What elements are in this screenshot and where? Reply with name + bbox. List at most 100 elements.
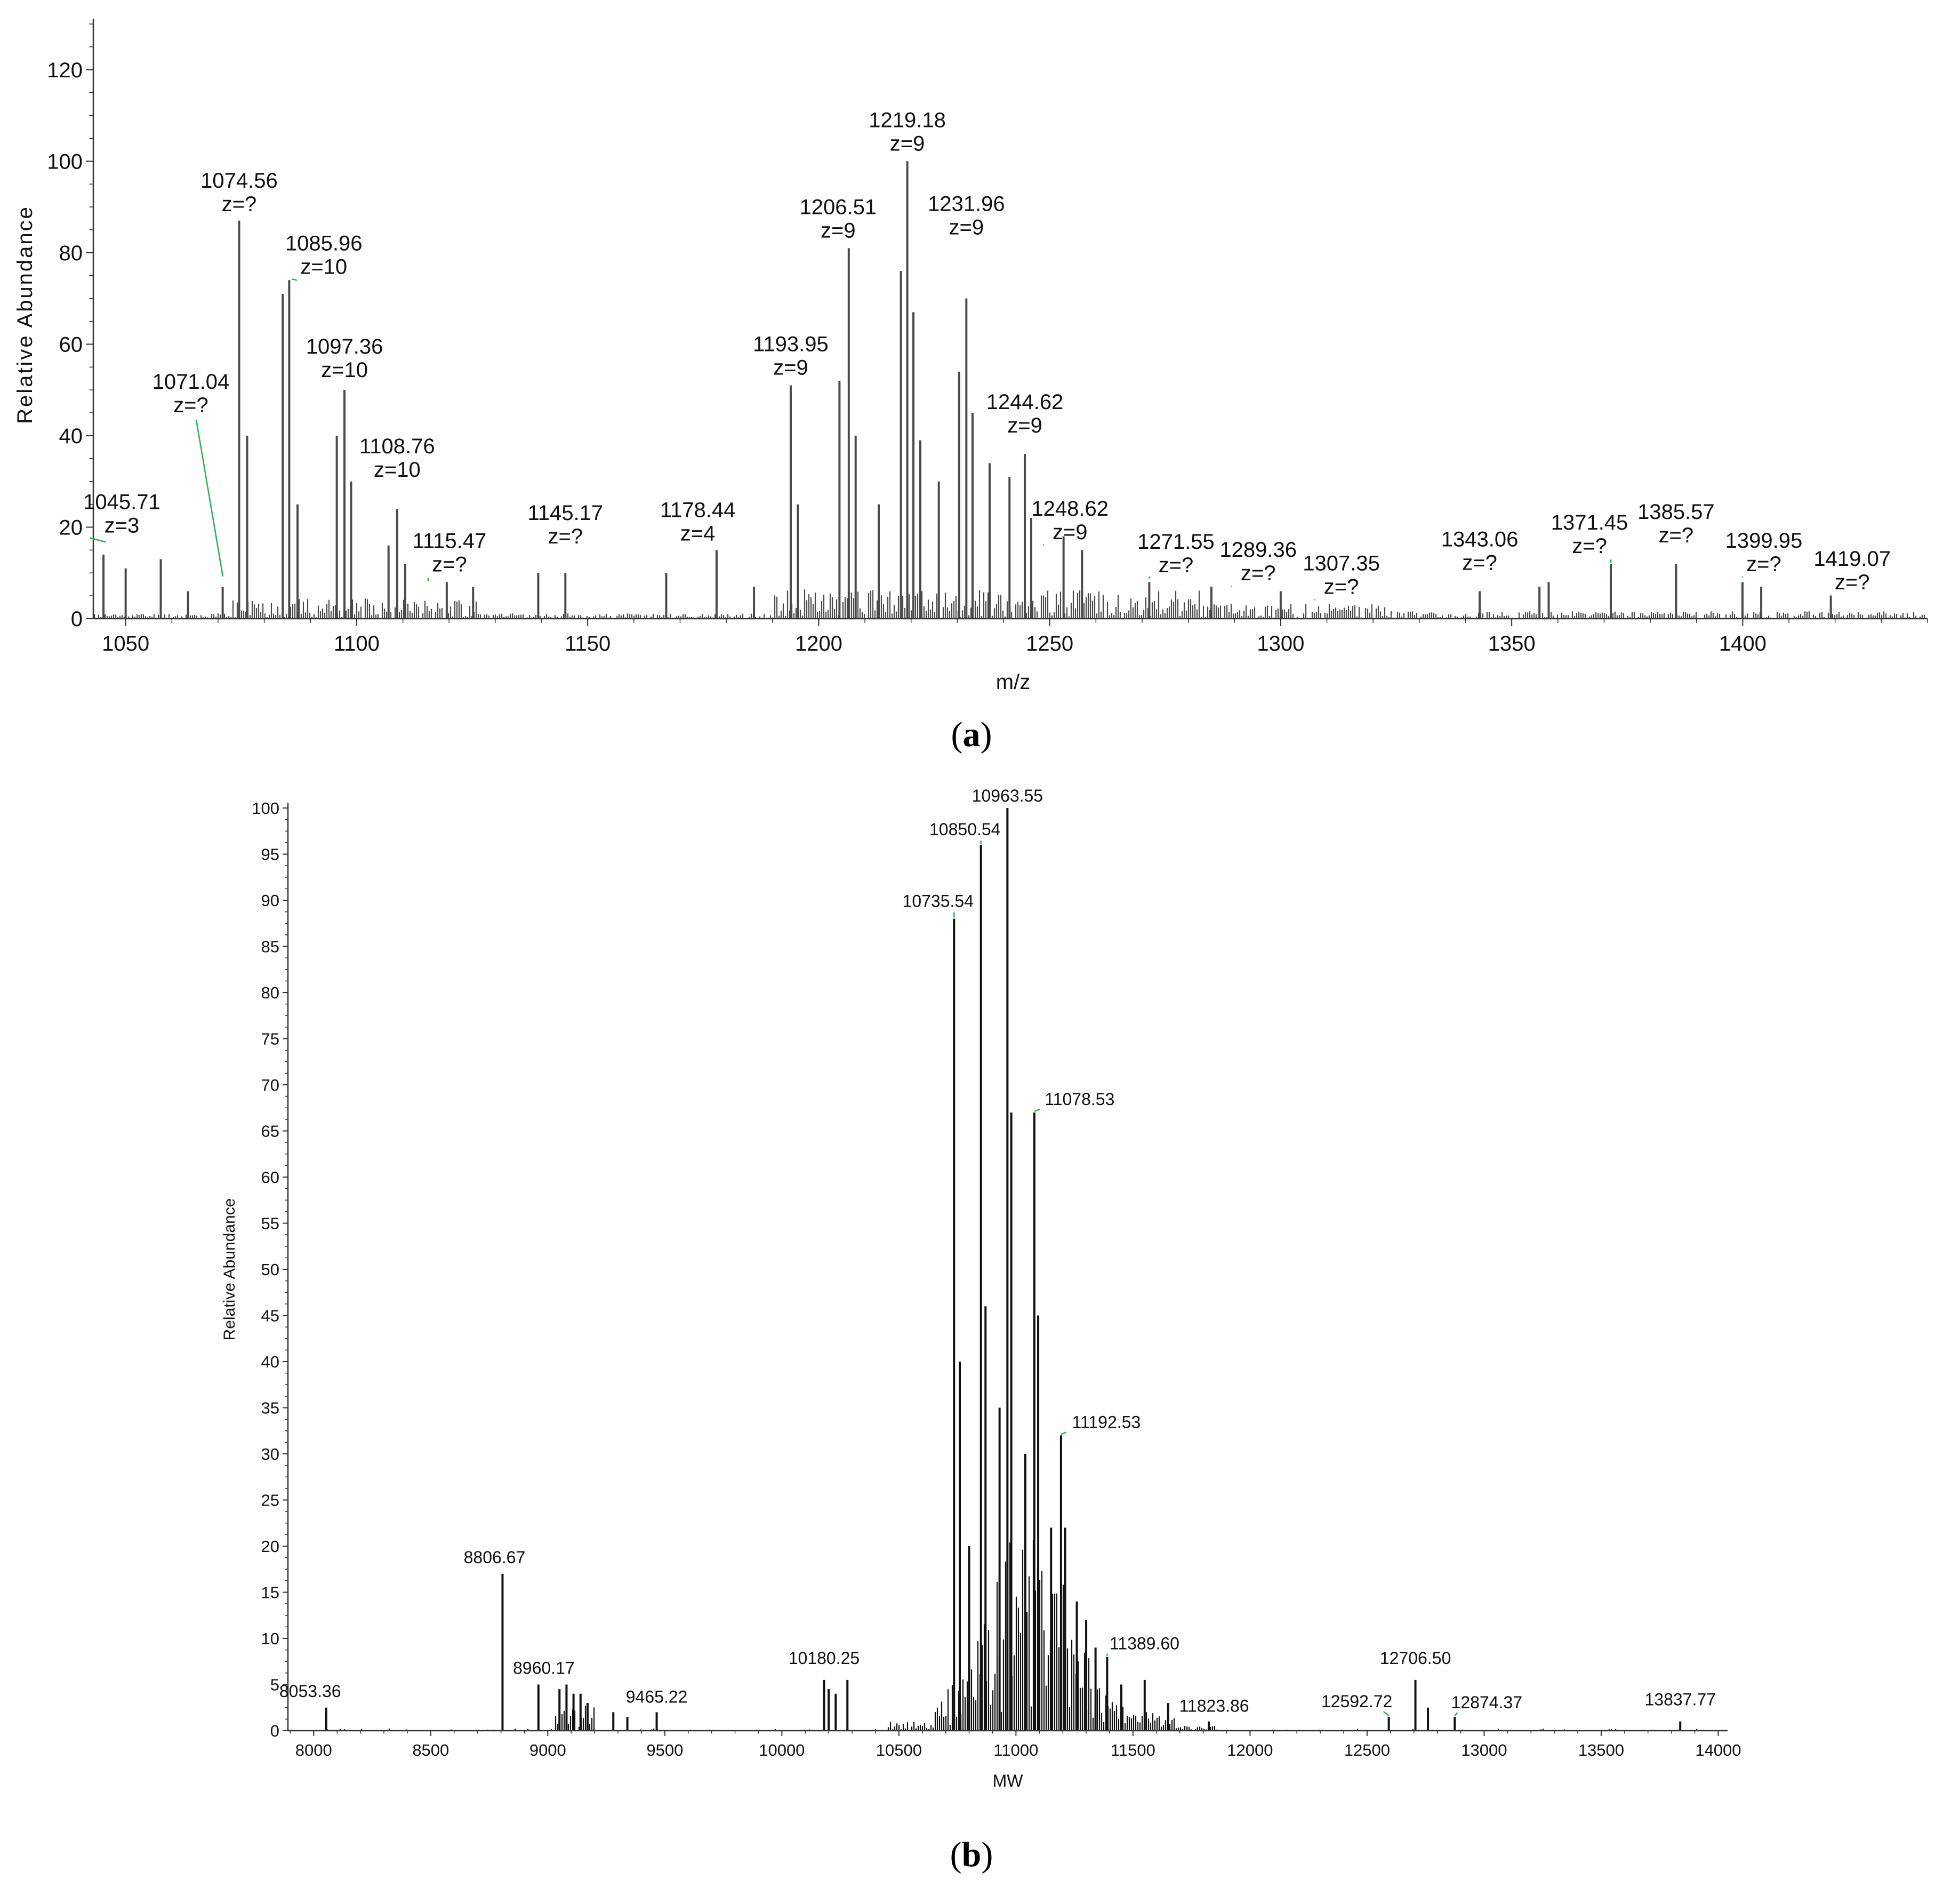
label-leader bbox=[1383, 1711, 1390, 1717]
peak-label-1071.04: 1071.04 bbox=[152, 370, 230, 394]
label-leader bbox=[1034, 1108, 1040, 1113]
peak-label-1206.51-charge: z=9 bbox=[821, 219, 856, 242]
peak-label-1385.57-charge: z=? bbox=[1659, 524, 1694, 547]
chart-b-peak-labels: 8053.36 8806.67 8960.17 9465.22 10180.25 1073… bbox=[279, 789, 1716, 1717]
x-tick-label-12500: 12500 bbox=[1344, 1741, 1390, 1759]
peak-label-9465.22: 9465.22 bbox=[626, 1687, 688, 1706]
peak-label-1271.55-charge: z=? bbox=[1159, 554, 1194, 577]
y-tick-label-65: 65 bbox=[261, 1122, 279, 1140]
peak-label-11078.53: 11078.53 bbox=[1045, 1090, 1114, 1109]
peak-label-1231.96: 1231.96 bbox=[928, 193, 1005, 216]
peak-label-1231.96-charge: z=9 bbox=[949, 216, 984, 239]
y-tick-label-20: 20 bbox=[59, 516, 83, 539]
peak-label-1108.76: 1108.76 bbox=[359, 435, 435, 458]
peak-label-12706.50: 12706.50 bbox=[1380, 1649, 1451, 1668]
label-leader bbox=[292, 278, 298, 281]
label-leader bbox=[1454, 1712, 1458, 1716]
x-tick-label-1200: 1200 bbox=[795, 632, 842, 655]
peak-label-1244.62-charge: z=9 bbox=[1007, 414, 1042, 437]
peak-label-1193.95: 1193.95 bbox=[753, 333, 829, 356]
y-tick-label-40: 40 bbox=[59, 425, 83, 448]
chart-a-peaks bbox=[102, 161, 1832, 619]
y-tick-label-100: 100 bbox=[47, 150, 83, 173]
chart-b-y-axis-label: Relative Abundance bbox=[221, 1198, 238, 1341]
x-tick-label-1400: 1400 bbox=[1719, 632, 1767, 655]
label-leader bbox=[195, 419, 224, 577]
peak-label-12592.72: 12592.72 bbox=[1321, 1692, 1392, 1711]
chart-a-axes: 1050 1100 1150 1200 1250 1300 1350 1400 0 20 40 60 8… bbox=[47, 19, 1928, 655]
peak-label-1371.45: 1371.45 bbox=[1551, 511, 1628, 534]
peak-label-1115.47: 1115.47 bbox=[413, 529, 487, 553]
chart-a-x-axis-label: m/z bbox=[996, 670, 1030, 694]
y-tick-label-40: 40 bbox=[261, 1353, 279, 1371]
peak-label-1045.71: 1045.71 bbox=[83, 490, 160, 514]
peak-label-10850.54: 10850.54 bbox=[929, 820, 1000, 839]
y-tick-label-80: 80 bbox=[261, 983, 279, 1002]
x-tick-label-1100: 1100 bbox=[334, 632, 380, 655]
x-tick-label-14000: 14000 bbox=[1695, 1741, 1741, 1759]
peak-label-8053.36: 8053.36 bbox=[279, 1682, 341, 1701]
peak-label-1178.44-charge: z=4 bbox=[680, 522, 716, 545]
figure-caption-b: (b) bbox=[950, 1835, 993, 1874]
peak-label-1248.62: 1248.62 bbox=[1031, 497, 1109, 521]
y-tick-label-120: 120 bbox=[47, 59, 83, 82]
peak-label-1145.17-charge: z=? bbox=[548, 525, 583, 548]
peak-label-1371.45-charge: z=? bbox=[1572, 534, 1607, 558]
chart-b-peaks bbox=[325, 808, 1682, 1731]
chart-a-y-axis-label: Relative Abundance bbox=[13, 205, 37, 424]
peak-label-1097.36: 1097.36 bbox=[306, 335, 383, 358]
peak-label-10735.54: 10735.54 bbox=[903, 892, 974, 911]
peak-label-1145.17: 1145.17 bbox=[527, 501, 603, 525]
x-tick-label-11000: 11000 bbox=[993, 1741, 1038, 1759]
peak-label-1108.76-charge: z=10 bbox=[374, 458, 421, 482]
peak-label-1385.57: 1385.57 bbox=[1637, 500, 1715, 524]
x-tick-label-8000: 8000 bbox=[295, 1741, 332, 1759]
chart-b-axes: 8000 8500 9000 9500 10000 10500 11000 11500 1200… bbox=[252, 799, 1741, 1759]
peak-label-1289.36-charge: z=? bbox=[1241, 562, 1276, 585]
peak-label-11192.53: 11192.53 bbox=[1072, 1412, 1141, 1431]
y-tick-label-90: 90 bbox=[261, 891, 279, 910]
x-tick-label-12000: 12000 bbox=[1227, 1741, 1273, 1759]
peak-label-1343.06: 1343.06 bbox=[1441, 528, 1519, 551]
x-tick-label-1050: 1050 bbox=[102, 632, 149, 655]
x-tick-label-13000: 13000 bbox=[1461, 1741, 1507, 1759]
peak-label-1045.71-charge: z=3 bbox=[105, 514, 140, 537]
peak-label-8960.17: 8960.17 bbox=[513, 1659, 575, 1678]
spectrum-chart-b: 8000 8500 9000 9500 10000 10500 11000 11500 1200… bbox=[221, 789, 1741, 1790]
y-tick-label-0: 0 bbox=[71, 607, 83, 631]
x-tick-label-1150: 1150 bbox=[565, 632, 611, 655]
x-tick-label-8500: 8500 bbox=[412, 1741, 449, 1759]
y-tick-label-100: 100 bbox=[252, 799, 279, 818]
peak-label-1193.95-charge: z=9 bbox=[773, 356, 808, 380]
y-tick-label-95: 95 bbox=[261, 845, 279, 863]
x-tick-label-10000: 10000 bbox=[759, 1741, 805, 1759]
x-tick-label-9000: 9000 bbox=[529, 1741, 566, 1759]
x-tick-label-9500: 9500 bbox=[646, 1741, 683, 1759]
peak-label-1071.04-charge: z=? bbox=[173, 394, 208, 417]
y-tick-label-55: 55 bbox=[261, 1214, 279, 1233]
peak-label-1289.36: 1289.36 bbox=[1219, 538, 1297, 562]
x-tick-label-11500: 11500 bbox=[1111, 1741, 1155, 1759]
x-tick-label-1350: 1350 bbox=[1488, 632, 1536, 655]
chart-a-peak-labels: 1045.71z=31071.04z=?1074.56z=?1085.96z=1… bbox=[83, 108, 1891, 601]
peak-label-1115.47-charge: z=? bbox=[432, 553, 467, 576]
chart-b-x-axis-label: MW bbox=[993, 1771, 1024, 1790]
peak-label-1399.95-charge: z=? bbox=[1746, 553, 1781, 576]
y-tick-label-75: 75 bbox=[261, 1029, 279, 1048]
peak-label-8806.67: 8806.67 bbox=[464, 1548, 526, 1567]
peak-label-1074.56-charge: z=? bbox=[222, 193, 257, 216]
y-tick-label-80: 80 bbox=[59, 242, 83, 265]
y-tick-label-5: 5 bbox=[270, 1675, 279, 1694]
y-tick-label-25: 25 bbox=[261, 1491, 279, 1509]
peak-label-12874.37: 12874.37 bbox=[1451, 1693, 1522, 1712]
peak-label-1074.56: 1074.56 bbox=[200, 169, 278, 193]
peak-label-1178.44: 1178.44 bbox=[660, 498, 736, 522]
y-tick-label-0: 0 bbox=[270, 1722, 279, 1740]
peak-label-1399.95: 1399.95 bbox=[1725, 529, 1803, 553]
peak-label-1271.55: 1271.55 bbox=[1137, 530, 1215, 554]
figure-caption-a: (a) bbox=[951, 715, 992, 754]
y-tick-label-85: 85 bbox=[261, 937, 279, 956]
y-tick-label-10: 10 bbox=[261, 1629, 279, 1648]
x-tick-label-1250: 1250 bbox=[1026, 632, 1073, 655]
peak-label-1419.07-charge: z=? bbox=[1835, 571, 1870, 594]
